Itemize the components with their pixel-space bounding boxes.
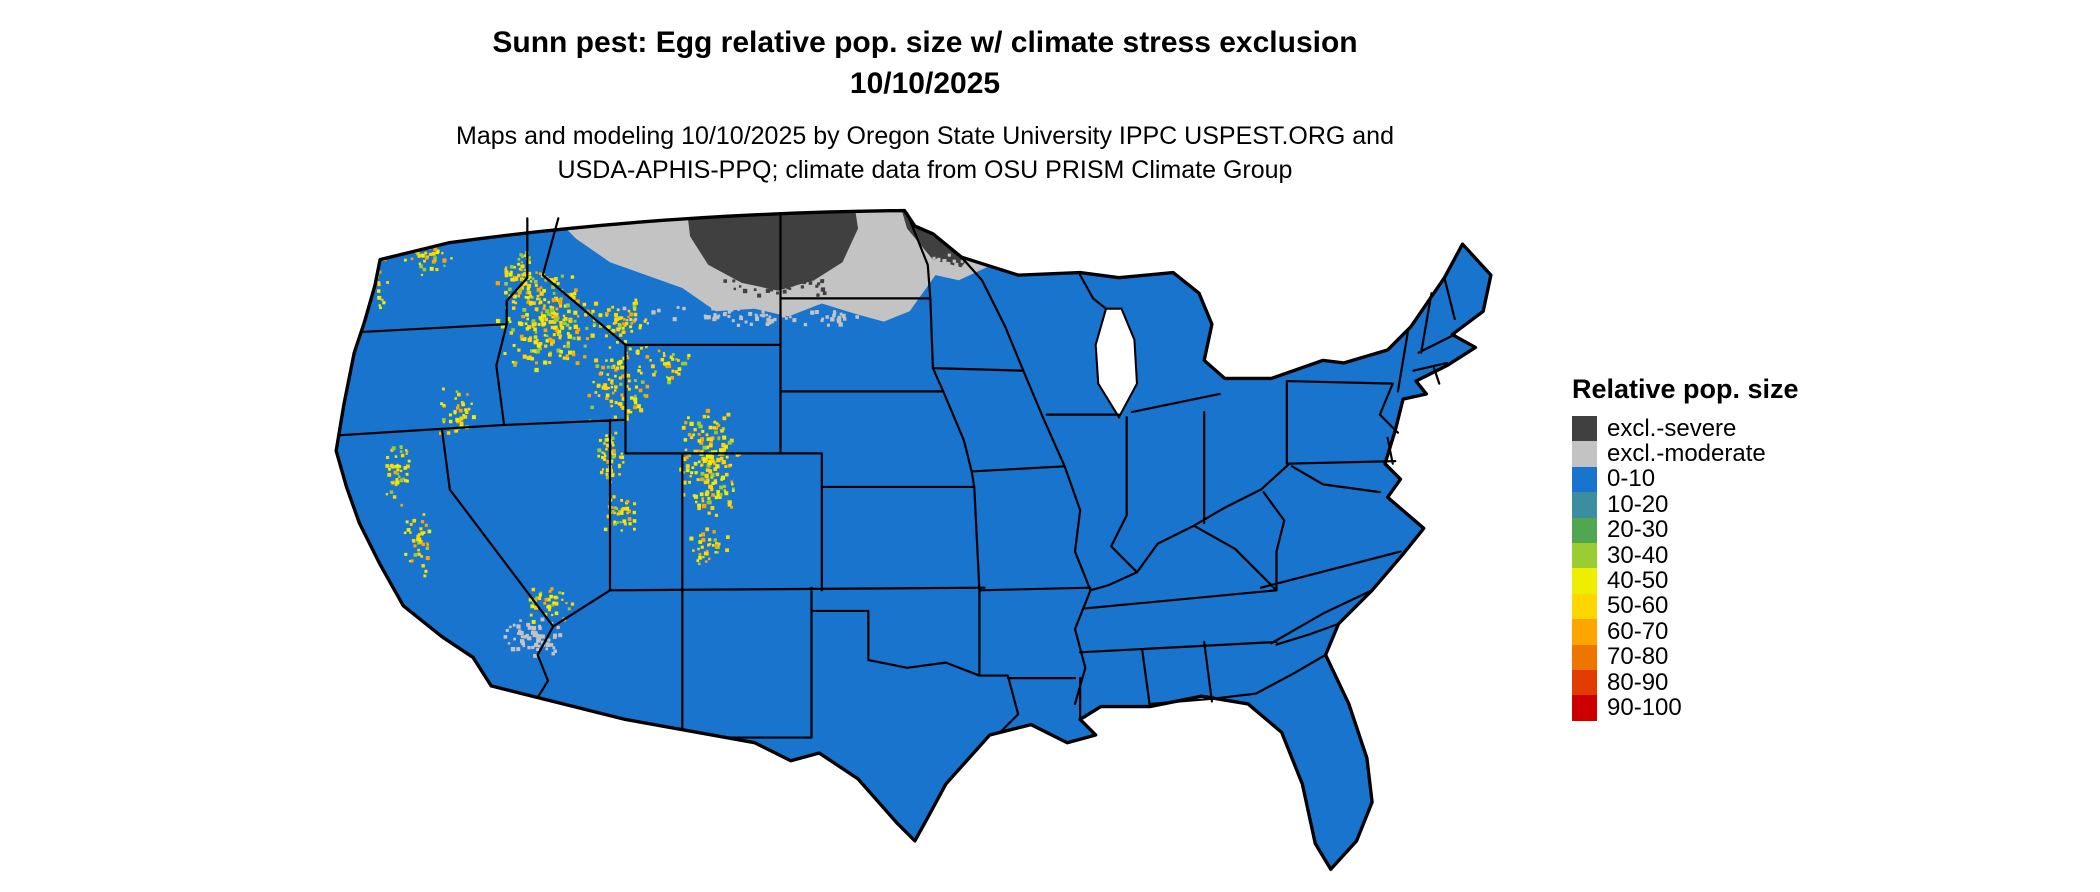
figure-header: Sunn pest: Egg relative pop. size w/ cli…	[0, 22, 1850, 187]
legend-entry-label: 10-20	[1607, 490, 1669, 518]
legend-entry-label: 70-80	[1607, 643, 1669, 671]
legend-entry-label: 40-50	[1607, 567, 1669, 595]
legend-swatch	[1572, 517, 1597, 543]
legend-swatch	[1572, 416, 1597, 442]
legend-swatch	[1572, 466, 1597, 493]
figure-title-line1: Sunn pest: Egg relative pop. size w/ cli…	[492, 26, 1358, 59]
exclusion-severe-region-montana-dakota	[684, 210, 858, 291]
us-map	[334, 208, 1493, 871]
legend-swatch	[1572, 492, 1597, 518]
legend-entry: 40-50	[1572, 567, 1799, 595]
legend-title: Relative pop. size	[1572, 374, 1799, 404]
legend-swatch	[1572, 669, 1597, 696]
legend-entry: 20-30	[1572, 516, 1799, 544]
legend-entry: 90-100	[1572, 694, 1799, 721]
state-borders	[337, 212, 1456, 739]
legend-entry-label: 90-100	[1607, 694, 1682, 721]
legend-entry: excl.-moderate	[1572, 440, 1799, 468]
conus-base-fill	[336, 210, 1491, 870]
legend-swatch	[1572, 568, 1597, 594]
conus-outline	[334, 208, 1493, 871]
legend-entry: 30-40	[1572, 541, 1799, 569]
legend-entry-label: excl.-moderate	[1607, 440, 1766, 468]
legend-entry-label: 30-40	[1607, 541, 1669, 569]
legend-entry-label: 60-70	[1607, 617, 1669, 645]
legend-swatch	[1572, 695, 1597, 721]
legend-entry: 80-90	[1572, 668, 1799, 696]
legend-entry: 50-60	[1572, 592, 1799, 620]
figure-subtitle-line1: Maps and modeling 10/10/2025 by Oregon S…	[456, 122, 1394, 150]
legend-swatch	[1572, 441, 1597, 467]
legend-entry-label: 80-90	[1607, 668, 1669, 696]
legend-entry-label: excl.-severe	[1607, 414, 1737, 442]
legend-swatch	[1572, 619, 1597, 645]
legend-entry: 10-20	[1572, 490, 1799, 518]
legend-entry-label: 20-30	[1607, 516, 1669, 544]
figure-subtitle-line2: USDA-APHIS-PPQ; climate data from OSU PR…	[557, 156, 1293, 184]
legend-entry: 70-80	[1572, 643, 1799, 671]
legend: Relative pop. size excl.-severe excl.-mo…	[1572, 374, 1799, 721]
legend-swatch	[1572, 644, 1597, 670]
legend-entry: excl.-severe	[1572, 414, 1799, 442]
legend-entry-label: 50-60	[1607, 592, 1669, 620]
legend-swatch	[1572, 593, 1597, 620]
lake-michigan	[1094, 307, 1139, 420]
legend-entry: 0-10	[1572, 465, 1799, 493]
legend-entry-label: 0-10	[1607, 465, 1656, 493]
overlay-regions	[353, 210, 1029, 658]
figure-title-line2: 10/10/2025	[849, 67, 1001, 100]
legend-swatch	[1572, 542, 1597, 569]
legend-rows: excl.-severe excl.-moderate 0-10 10-20 2…	[1572, 414, 1799, 721]
legend-entry: 60-70	[1572, 617, 1799, 645]
